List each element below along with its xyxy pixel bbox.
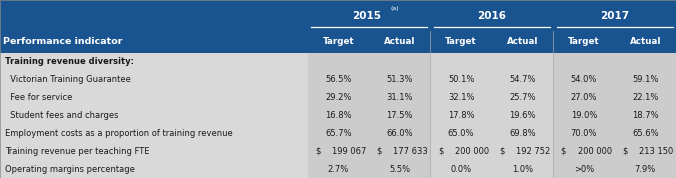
Text: Target: Target [568,37,600,46]
Text: 65.6%: 65.6% [632,129,658,138]
Text: 65.7%: 65.7% [325,129,352,138]
Text: 27.0%: 27.0% [571,93,597,102]
Text: Fee for service: Fee for service [5,93,72,102]
Text: 18.7%: 18.7% [632,111,658,120]
Text: 50.1%: 50.1% [448,75,475,84]
Text: 2015: 2015 [352,11,381,21]
Text: 17.8%: 17.8% [448,111,475,120]
Text: 192 752: 192 752 [516,147,550,156]
Text: Training revenue diversity:: Training revenue diversity: [5,57,134,66]
Text: (a): (a) [391,6,400,11]
Text: 0.0%: 0.0% [450,164,472,174]
Text: Target: Target [322,37,354,46]
Text: 22.1%: 22.1% [632,93,658,102]
Text: 19.0%: 19.0% [571,111,597,120]
Text: 1.0%: 1.0% [512,164,533,174]
Text: Employment costs as a proportion of training revenue: Employment costs as a proportion of trai… [5,129,233,138]
Bar [492,31,553,178]
Text: 5.5%: 5.5% [389,164,410,174]
Text: 2017: 2017 [600,11,629,21]
Text: 19.6%: 19.6% [509,111,536,120]
Text: 200 000: 200 000 [578,147,612,156]
Text: 59.1%: 59.1% [632,75,658,84]
Bar [553,31,614,178]
Text: 32.1%: 32.1% [448,93,475,102]
Text: 2016: 2016 [477,11,506,21]
Text: 17.5%: 17.5% [387,111,413,120]
Text: $: $ [499,147,504,156]
Text: Actual: Actual [629,37,661,46]
Text: 177 633: 177 633 [393,147,428,156]
Text: 70.0%: 70.0% [571,129,597,138]
Text: 213 150: 213 150 [639,147,673,156]
Text: 69.8%: 69.8% [509,129,536,138]
Bar [308,31,369,178]
Bar [431,31,492,178]
Text: $: $ [438,147,443,156]
Text: 7.9%: 7.9% [635,164,656,174]
Text: 56.5%: 56.5% [325,75,352,84]
Text: 31.1%: 31.1% [387,93,413,102]
Text: 200 000: 200 000 [455,147,489,156]
Text: 25.7%: 25.7% [509,93,536,102]
Text: 54.7%: 54.7% [509,75,536,84]
Text: Actual: Actual [384,37,416,46]
Text: Operating margins percentage: Operating margins percentage [5,164,135,174]
Text: 65.0%: 65.0% [448,129,475,138]
Text: 51.3%: 51.3% [387,75,413,84]
Text: 29.2%: 29.2% [325,93,352,102]
Text: 54.0%: 54.0% [571,75,597,84]
Text: $: $ [315,147,320,156]
Text: $: $ [560,147,566,156]
Bar [0,31,676,53]
Text: Performance indicator: Performance indicator [3,37,123,46]
Text: 66.0%: 66.0% [387,129,413,138]
Text: $: $ [377,147,382,156]
Text: Training revenue per teaching FTE: Training revenue per teaching FTE [5,147,149,156]
Bar [614,31,676,178]
Text: 2.7%: 2.7% [328,164,349,174]
Bar [369,31,431,178]
Text: Victorian Training Guarantee: Victorian Training Guarantee [5,75,130,84]
Text: 199 067: 199 067 [332,147,366,156]
Text: $: $ [622,147,627,156]
Bar [0,0,676,31]
Text: Actual: Actual [507,37,538,46]
Text: 16.8%: 16.8% [325,111,352,120]
Text: >0%: >0% [574,164,594,174]
Text: Student fees and charges: Student fees and charges [5,111,118,120]
Text: Target: Target [445,37,477,46]
